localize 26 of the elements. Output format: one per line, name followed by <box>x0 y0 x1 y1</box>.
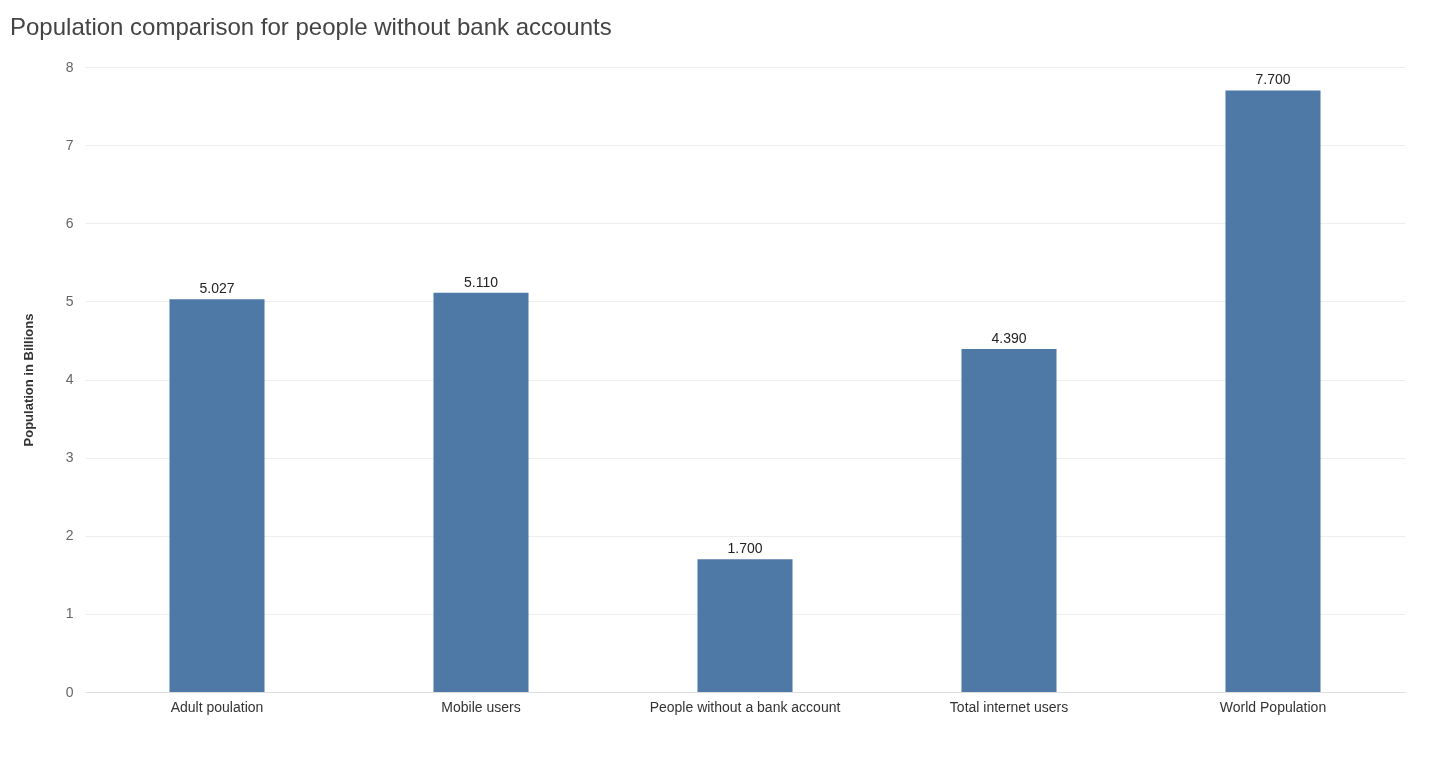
y-tick-label: 6 <box>65 214 74 231</box>
x-tick-label: Adult poulation <box>170 698 264 715</box>
chart-title: Population comparison for people without bank accounts <box>10 13 612 40</box>
y-tick-label: 2 <box>65 527 74 544</box>
bar <box>169 299 265 692</box>
data-label: 5.110 <box>464 273 499 290</box>
x-tick-label: World Population <box>1219 698 1327 715</box>
y-axis-title: Population in Billions <box>20 313 36 447</box>
x-tick-label: People without a bank account <box>649 698 841 715</box>
y-tick-label: 4 <box>65 371 74 387</box>
data-label: 5.027 <box>199 280 235 297</box>
y-tick-label: 5 <box>65 292 74 309</box>
y-tick-label: 0 <box>65 683 74 700</box>
x-tick-label: Total internet users <box>949 698 1069 715</box>
x-tick-label: Mobile users <box>441 698 521 715</box>
bar <box>433 292 529 692</box>
data-label: 1.700 <box>727 540 763 557</box>
data-label: 7.700 <box>1255 71 1291 88</box>
bar <box>961 349 1057 692</box>
bar <box>697 559 793 692</box>
y-tick-label: 8 <box>65 58 74 75</box>
y-tick-label: 3 <box>65 449 74 466</box>
bar <box>1225 90 1321 692</box>
y-tick-label: 1 <box>65 605 74 622</box>
data-label: 4.390 <box>991 330 1027 347</box>
y-tick-label: 7 <box>65 136 74 153</box>
